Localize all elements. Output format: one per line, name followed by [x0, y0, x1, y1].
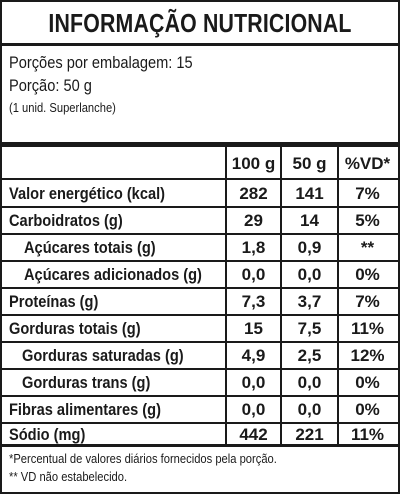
row-value-50g: 0,0 — [297, 373, 322, 392]
row-value-50g: 3,7 — [297, 292, 322, 311]
row-label-added-sugars: Açúcares adicionados (g) — [24, 265, 202, 284]
row-value-50g: 0,9 — [297, 238, 322, 257]
row-divider — [2, 422, 398, 424]
row-label-sodium: Sódio (mg) — [9, 425, 86, 444]
row-value-100g: 442 — [239, 425, 268, 444]
footnote-vd: *Percentual de valores diários fornecido… — [9, 451, 277, 466]
row-divider — [2, 341, 398, 343]
row-divider — [2, 260, 398, 262]
row-label-total-fat: Gorduras totais (g) — [9, 319, 141, 338]
portion-size: Porção: 50 g — [9, 76, 92, 95]
row-value-vd: 0% — [355, 400, 380, 419]
header-divider — [2, 178, 398, 180]
row-value-vd: 11% — [350, 425, 385, 444]
row-value-50g: 141 — [295, 184, 324, 203]
row-value-vd: 11% — [350, 319, 385, 338]
row-value-vd: 7% — [355, 184, 380, 203]
row-value-100g: 7,3 — [241, 292, 266, 311]
row-value-100g: 1,8 — [241, 238, 266, 257]
row-value-100g: 282 — [239, 184, 268, 203]
row-label-saturated-fat: Gorduras saturadas (g) — [22, 346, 184, 365]
column-header-vd: %VD* — [344, 154, 391, 173]
table-bottom-divider — [2, 444, 398, 447]
row-divider — [2, 233, 398, 235]
row-value-100g: 15 — [244, 319, 263, 338]
row-divider — [2, 206, 398, 208]
row-value-50g: 221 — [295, 425, 324, 444]
row-value-vd: 12% — [350, 346, 385, 365]
row-label-carbs: Carboidratos (g) — [9, 211, 123, 230]
row-value-50g: 0,0 — [297, 265, 322, 284]
row-value-50g: 14 — [300, 211, 319, 230]
row-label-energy: Valor energético (kcal) — [9, 184, 166, 203]
row-divider — [2, 314, 398, 316]
title-divider — [2, 43, 398, 46]
row-value-50g: 2,5 — [297, 346, 322, 365]
row-value-vd: 7% — [355, 292, 380, 311]
portion-note: (1 unid. Superlanche) — [9, 100, 116, 115]
panel-title: INFORMAÇÃO NUTRICIONAL — [48, 8, 352, 38]
row-value-100g: 0,0 — [241, 400, 266, 419]
row-divider — [2, 368, 398, 370]
row-value-50g: 0,0 — [297, 400, 322, 419]
row-label-proteins: Proteínas (g) — [9, 292, 99, 311]
row-value-vd: 5% — [355, 211, 380, 230]
row-value-vd: ** — [360, 238, 375, 257]
portions-per-package: Porções por embalagem: 15 — [9, 53, 193, 72]
row-value-100g: 29 — [244, 211, 263, 230]
row-value-vd: 0% — [355, 265, 380, 284]
row-label-total-sugars: Açúcares totais (g) — [24, 238, 156, 257]
row-label-trans-fat: Gorduras trans (g) — [22, 373, 151, 392]
row-value-50g: 7,5 — [297, 319, 322, 338]
column-divider-2 — [280, 147, 282, 444]
column-header-50g: 50 g — [292, 154, 327, 173]
table-top-divider — [2, 142, 398, 147]
column-header-100g: 100 g — [231, 154, 276, 173]
row-value-vd: 0% — [355, 373, 380, 392]
row-divider — [2, 287, 398, 289]
column-divider-1 — [225, 147, 227, 444]
row-value-100g: 0,0 — [241, 265, 266, 284]
row-label-fiber: Fibras alimentares (g) — [9, 400, 161, 419]
row-divider — [2, 395, 398, 397]
row-value-100g: 4,9 — [241, 346, 266, 365]
row-value-100g: 0,0 — [241, 373, 266, 392]
footnote-not-established: ** VD não estabelecido. — [9, 469, 128, 484]
column-divider-3 — [337, 147, 339, 444]
